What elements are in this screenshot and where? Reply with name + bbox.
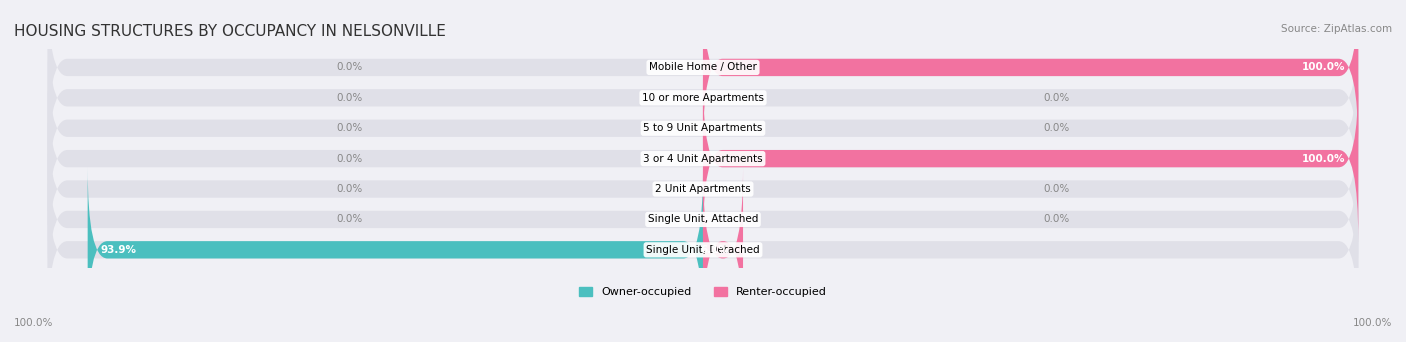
FancyBboxPatch shape [703,0,1358,150]
FancyBboxPatch shape [87,167,703,332]
Text: 2 Unit Apartments: 2 Unit Apartments [655,184,751,194]
Text: Source: ZipAtlas.com: Source: ZipAtlas.com [1281,24,1392,34]
FancyBboxPatch shape [48,106,1358,272]
Text: 3 or 4 Unit Apartments: 3 or 4 Unit Apartments [643,154,763,163]
Text: 0.0%: 0.0% [336,154,363,163]
Text: 100.0%: 100.0% [1302,63,1346,73]
FancyBboxPatch shape [48,46,1358,211]
Text: 0.0%: 0.0% [336,184,363,194]
FancyBboxPatch shape [703,76,1358,241]
FancyBboxPatch shape [48,167,1358,332]
FancyBboxPatch shape [48,137,1358,302]
Text: Single Unit, Attached: Single Unit, Attached [648,214,758,224]
Text: 0.0%: 0.0% [336,93,363,103]
Text: 100.0%: 100.0% [1353,318,1392,328]
FancyBboxPatch shape [48,76,1358,241]
Text: 93.9%: 93.9% [101,245,136,255]
Text: 5 to 9 Unit Apartments: 5 to 9 Unit Apartments [644,123,762,133]
Text: HOUSING STRUCTURES BY OCCUPANCY IN NELSONVILLE: HOUSING STRUCTURES BY OCCUPANCY IN NELSO… [14,24,446,39]
Legend: Owner-occupied, Renter-occupied: Owner-occupied, Renter-occupied [575,283,831,302]
Text: 6.1%: 6.1% [700,245,730,255]
FancyBboxPatch shape [48,15,1358,180]
FancyBboxPatch shape [703,167,742,332]
FancyBboxPatch shape [48,0,1358,150]
Text: 0.0%: 0.0% [1043,93,1070,103]
Text: Single Unit, Detached: Single Unit, Detached [647,245,759,255]
Text: 10 or more Apartments: 10 or more Apartments [643,93,763,103]
Text: 0.0%: 0.0% [336,63,363,73]
Text: Mobile Home / Other: Mobile Home / Other [650,63,756,73]
Text: 100.0%: 100.0% [1302,154,1346,163]
Text: 100.0%: 100.0% [14,318,53,328]
Text: 0.0%: 0.0% [1043,214,1070,224]
Text: 0.0%: 0.0% [1043,123,1070,133]
Text: 0.0%: 0.0% [336,214,363,224]
Text: 0.0%: 0.0% [336,123,363,133]
Text: 0.0%: 0.0% [1043,184,1070,194]
